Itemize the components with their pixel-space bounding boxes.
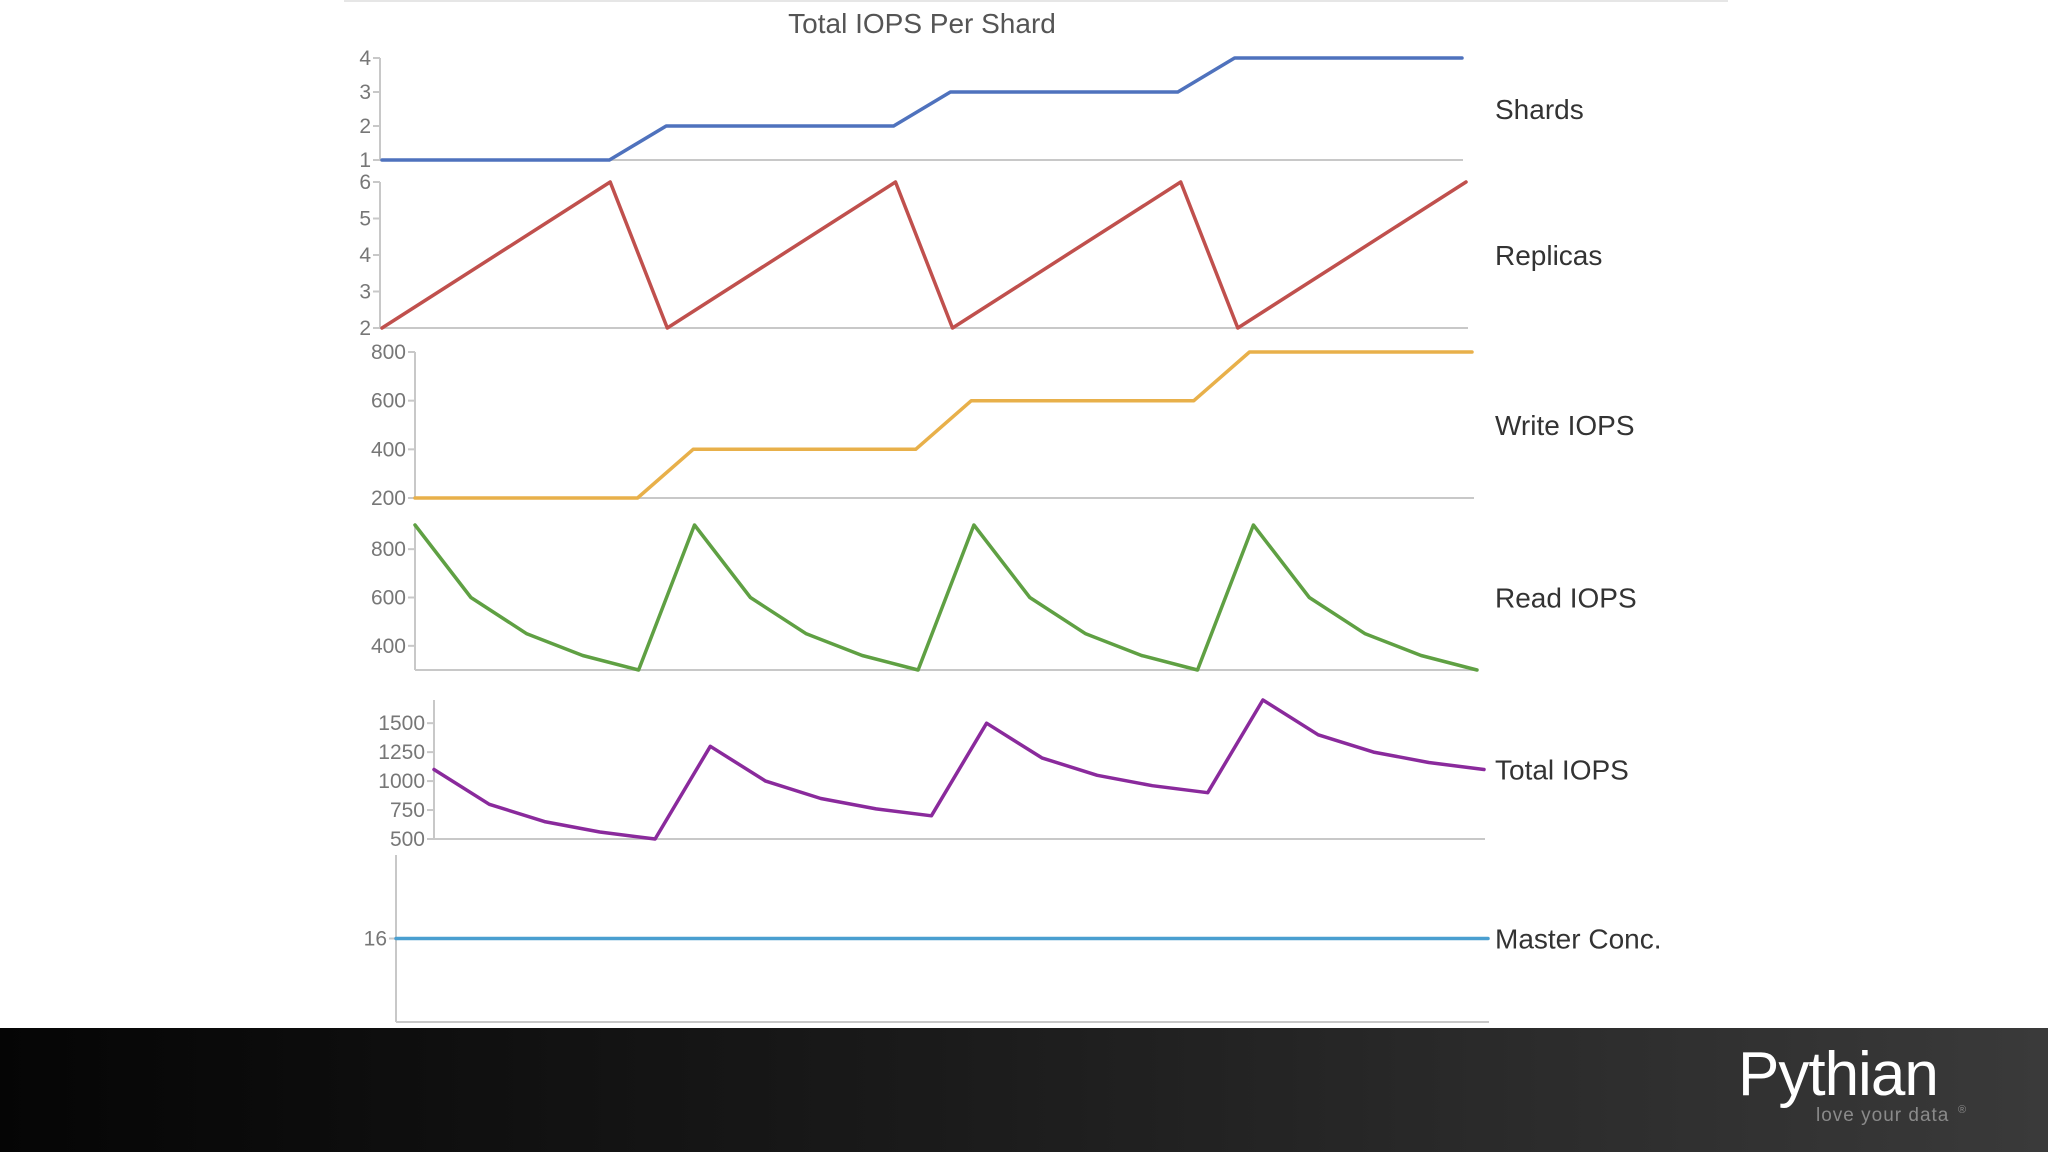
write-iops-tick-label: 400 — [371, 438, 406, 461]
shards-tick-label: 3 — [359, 81, 371, 104]
shards-tick-label: 2 — [359, 115, 371, 138]
shards-line — [380, 56, 1464, 162]
panel-write-iops: 200 400 600 800 Write IOPS — [371, 341, 1635, 510]
panel-shards: 1 2 3 4 Shards — [359, 47, 1583, 172]
chart-title: Total IOPS Per Shard — [788, 8, 1056, 39]
registered-mark: ® — [1958, 1104, 1967, 1116]
panel-replicas: 2 3 4 5 6 Replicas — [359, 171, 1602, 340]
master-conc-label: Master Conc. — [1495, 924, 1662, 955]
iops-chart: Total IOPS Per Shard 1 2 3 4 Shards 2 3 4 5 6 Repl… — [344, 0, 1728, 1023]
read-iops-tick-label: 600 — [371, 587, 406, 610]
total-iops-tick-label: 500 — [390, 828, 425, 851]
footer-bar — [0, 1028, 2048, 1152]
read-iops-tick-label: 800 — [371, 538, 406, 561]
write-iops-line — [413, 350, 1474, 500]
write-iops-tick-label: 800 — [371, 341, 406, 364]
total-iops-label: Total IOPS — [1495, 755, 1629, 786]
replicas-tick-label: 6 — [359, 171, 371, 194]
write-iops-tick-label: 600 — [371, 390, 406, 413]
replicas-tick-label: 4 — [359, 244, 371, 267]
read-iops-label: Read IOPS — [1495, 583, 1637, 614]
pythian-logo: Pythian love your data ® — [1738, 1044, 1968, 1130]
replicas-tick-label: 5 — [359, 208, 371, 231]
brand-name: Pythian — [1738, 1040, 1939, 1109]
total-iops-tick-label: 1250 — [378, 741, 425, 764]
master-conc-tick-label: 16 — [364, 928, 387, 951]
replicas-line — [380, 180, 1468, 330]
replicas-tick-label: 2 — [359, 317, 371, 340]
panel-total-iops: 500 750 1000 1250 1500 Total IOPS — [378, 698, 1629, 851]
brand-tagline: love your data — [1816, 1105, 1950, 1126]
write-iops-tick-label: 200 — [371, 487, 406, 510]
replicas-label: Replicas — [1495, 240, 1602, 271]
shards-tick-label: 4 — [359, 47, 371, 70]
panel-read-iops: 400 600 800 Read IOPS — [371, 523, 1637, 672]
replicas-tick-label: 3 — [359, 281, 371, 304]
panel-master-conc: 16 Master Conc. — [364, 855, 1662, 1023]
total-iops-tick-label: 1500 — [378, 712, 425, 735]
total-iops-line — [432, 698, 1486, 841]
shards-label: Shards — [1495, 94, 1584, 125]
read-iops-tick-label: 400 — [371, 635, 406, 658]
write-iops-label: Write IOPS — [1495, 410, 1635, 441]
total-iops-tick-label: 750 — [390, 799, 425, 822]
chart-panels: 1 2 3 4 Shards 2 3 4 5 6 Replicas 200 400 600 800 Write… — [359, 47, 1662, 1023]
total-iops-tick-label: 1000 — [378, 770, 425, 793]
shards-tick-label: 1 — [359, 149, 371, 172]
read-iops-line — [413, 523, 1479, 672]
